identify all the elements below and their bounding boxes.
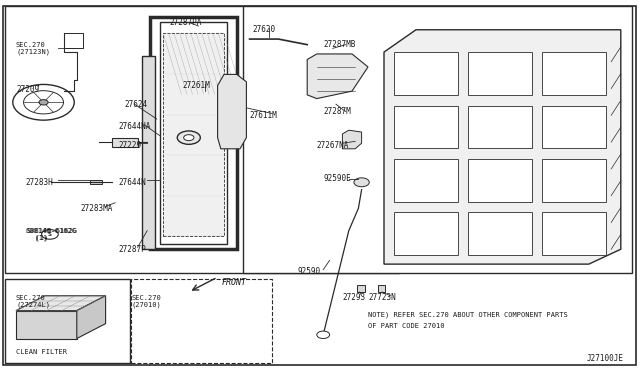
Bar (394, 159, 458, 202)
Text: OF PART CODE 27010: OF PART CODE 27010 (368, 323, 445, 328)
Text: 27644NA: 27644NA (118, 122, 151, 131)
Bar (163, 33, 224, 236)
Text: NOTE) REFER SEC.270 ABOUT OTHER COMPONENT PARTS: NOTE) REFER SEC.270 ABOUT OTHER COMPONEN… (368, 311, 568, 318)
Polygon shape (77, 296, 106, 339)
Bar (394, 52, 458, 95)
Bar (5, 6, 399, 273)
Text: 27283H: 27283H (26, 178, 53, 187)
Polygon shape (307, 54, 368, 99)
Text: SEC.270
(27010): SEC.270 (27010) (131, 295, 161, 308)
Text: J27100JE: J27100JE (587, 354, 624, 363)
Bar (468, 212, 532, 255)
Bar (90, 180, 102, 184)
Circle shape (177, 131, 200, 144)
Text: 27723N: 27723N (368, 293, 396, 302)
Text: 27287P: 27287P (118, 245, 146, 254)
Polygon shape (342, 130, 362, 149)
Polygon shape (16, 311, 77, 339)
Bar (468, 106, 532, 148)
Bar (542, 212, 606, 255)
Text: 27620: 27620 (253, 25, 276, 34)
Bar (357, 285, 365, 292)
Circle shape (13, 84, 74, 120)
Text: 27229: 27229 (118, 141, 141, 150)
Text: 27644N: 27644N (118, 178, 146, 187)
Bar (394, 212, 458, 255)
Text: 92590E: 92590E (323, 174, 351, 183)
Text: 27287PA: 27287PA (170, 18, 202, 27)
Text: 92590: 92590 (298, 267, 321, 276)
Text: S08146-6162G
  (1): S08146-6162G (1) (27, 228, 78, 241)
Text: 27267NA: 27267NA (317, 141, 349, 150)
Text: 27624: 27624 (125, 100, 148, 109)
Text: 27283MA: 27283MA (80, 204, 113, 213)
Circle shape (317, 331, 330, 339)
Text: 27611M: 27611M (250, 111, 277, 120)
Circle shape (354, 178, 369, 187)
Text: 27287M: 27287M (323, 107, 351, 116)
Bar (150, 17, 237, 249)
Polygon shape (218, 74, 246, 149)
Bar (468, 159, 532, 202)
Text: ß08146-6162G
  (1): ß08146-6162G (1) (26, 228, 77, 241)
Text: 27261M: 27261M (182, 81, 210, 90)
Bar (5, 279, 130, 363)
Polygon shape (16, 296, 106, 311)
Bar (243, 6, 632, 273)
Text: FRONT: FRONT (222, 278, 247, 287)
Text: SEC.270
(27274L): SEC.270 (27274L) (16, 295, 50, 308)
Text: 27209: 27209 (16, 85, 39, 94)
Circle shape (42, 230, 58, 239)
Bar (542, 52, 606, 95)
Bar (542, 106, 606, 148)
Bar (131, 279, 272, 363)
Polygon shape (384, 30, 621, 264)
Text: 27293: 27293 (342, 293, 365, 302)
Text: CLEAN FILTER: CLEAN FILTER (16, 349, 67, 355)
Text: SEC.270
(27123N): SEC.270 (27123N) (16, 42, 50, 55)
Bar (223, 84, 240, 140)
Bar (394, 106, 458, 148)
Bar (112, 138, 138, 147)
Circle shape (24, 91, 63, 114)
Bar (142, 56, 155, 249)
Circle shape (39, 100, 48, 105)
Text: 27287MB: 27287MB (323, 40, 356, 49)
Bar (542, 159, 606, 202)
Bar (160, 22, 227, 244)
Circle shape (184, 135, 194, 141)
Text: S: S (48, 232, 52, 237)
Bar (468, 52, 532, 95)
Bar (378, 285, 385, 292)
